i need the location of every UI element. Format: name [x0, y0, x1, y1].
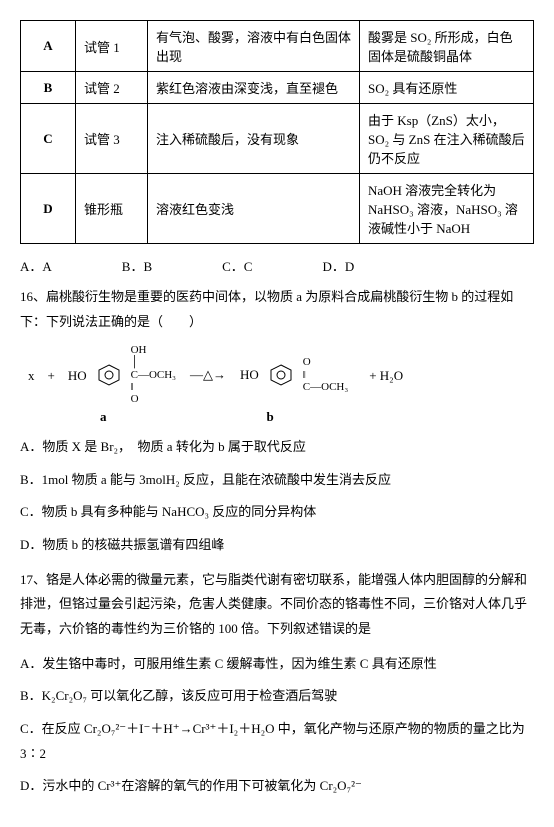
product-prefix: HO	[240, 367, 259, 383]
table-row: B试管 2紫红色溶液由深变浅，直至褪色SO₂ 具有还原性	[21, 72, 534, 104]
group-2: O‖C—OCH₃	[303, 356, 348, 392]
q16-opt-d: D．物质 b 的核磁共振氢谱有四组峰	[20, 533, 534, 558]
table-row: A试管 1有气泡、酸雾，溶液中有白色固体出现酸雾是 SO₂ 所形成，白色固体是硫…	[21, 21, 534, 72]
tube-cell: 试管 1	[76, 21, 148, 72]
reaction-scheme: x + HO OH│C—OCH₃‖O —△→ HO O‖C—OCH₃ + H₂O	[28, 344, 534, 404]
q17-opt-b: B．K₂Cr₂O₇ 可以氧化乙醇，该反应可用于检查酒后驾驶	[20, 684, 534, 709]
q17-opt-c: C．在反应 Cr₂O₇²⁻＋I⁻＋H⁺→Cr³⁺＋I₂＋H₂O 中，氧化产物与还…	[20, 717, 534, 766]
tube-cell: 试管 2	[76, 72, 148, 104]
plus-water: + H₂O	[356, 365, 403, 384]
q16-stem: 16、扁桃酸衍生物是重要的医药中间体，以物质 a 为原料合成扁桃酸衍生物 b 的…	[20, 285, 534, 334]
opt-c: C．C	[222, 256, 252, 275]
q16-opt-a: A．物质 X 是 Br₂， 物质 a 转化为 b 属于取代反应	[20, 435, 534, 460]
q16-opt-b: B．1mol 物质 a 能与 3molH₂ 反应，且能在浓硫酸中发生消去反应	[20, 468, 534, 493]
expl-cell: 酸雾是 SO₂ 所形成，白色固体是硫酸铜晶体	[360, 21, 534, 72]
q16-opt-c: C．物质 b 具有多种能与 NaHCO₃ 反应的同分异构体	[20, 500, 534, 525]
row-id: D	[21, 174, 76, 244]
molecule-labels: a b	[100, 409, 534, 425]
tube-cell: 锥形瓶	[76, 174, 148, 244]
arrow-icon: —△→	[190, 367, 226, 383]
q17-opt-a: A．发生铬中毒时，可服用维生素 C 缓解毒性，因为维生素 C 具有还原性	[20, 652, 534, 677]
row-id: B	[21, 72, 76, 104]
opt-a: A．A	[20, 256, 52, 275]
obs-cell: 溶液红色变浅	[148, 174, 360, 244]
obs-cell: 紫红色溶液由深变浅，直至褪色	[148, 72, 360, 104]
table-row: D锥形瓶溶液红色变浅NaOH 溶液完全转化为 NaHSO₃ 溶液，NaHSO₃ …	[21, 174, 534, 244]
row-id: C	[21, 104, 76, 174]
opt-d: D．D	[322, 256, 354, 275]
reactant-x: x + HO	[28, 365, 87, 384]
benzene-icon	[95, 363, 123, 387]
opt-b: B．B	[122, 256, 152, 275]
tube-cell: 试管 3	[76, 104, 148, 174]
q17-stem: 17、铬是人体必需的微量元素，它与脂类代谢有密切联系，能增强人体内胆固醇的分解和…	[20, 568, 534, 642]
label-a: a	[100, 409, 107, 425]
expl-cell: 由于 Ksp（ZnS）太小，SO₂ 与 ZnS 在注入稀硫酸后仍不反应	[360, 104, 534, 174]
obs-cell: 注入稀硫酸后，没有现象	[148, 104, 360, 174]
benzene-icon	[267, 363, 295, 387]
row-id: A	[21, 21, 76, 72]
label-b: b	[267, 409, 274, 425]
expl-cell: NaOH 溶液完全转化为 NaHSO₃ 溶液，NaHSO₃ 溶液碱性小于 NaO…	[360, 174, 534, 244]
obs-cell: 有气泡、酸雾，溶液中有白色固体出现	[148, 21, 360, 72]
expl-cell: SO₂ 具有还原性	[360, 72, 534, 104]
q15-options: A．A B．B C．C D．D	[20, 256, 534, 275]
q17-opt-d: D．污水中的 Cr³⁺在溶解的氧气的作用下可被氧化为 Cr₂O₇²⁻	[20, 774, 534, 799]
experiment-table: A试管 1有气泡、酸雾，溶液中有白色固体出现酸雾是 SO₂ 所形成，白色固体是硫…	[20, 20, 534, 244]
group-1: OH│C—OCH₃‖O	[131, 344, 176, 404]
table-row: C试管 3注入稀硫酸后，没有现象由于 Ksp（ZnS）太小，SO₂ 与 ZnS …	[21, 104, 534, 174]
